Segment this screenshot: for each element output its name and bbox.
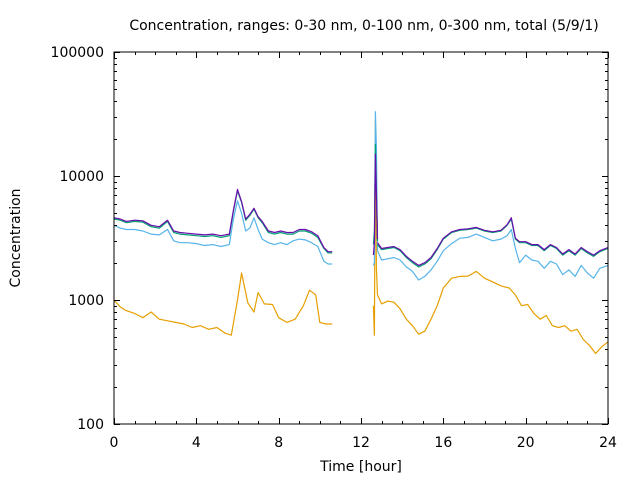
- axis-ticks: [114, 52, 609, 425]
- series-spike-total: [372, 153, 379, 256]
- chart-title: Concentration, ranges: 0-30 nm, 0-100 nm…: [129, 18, 598, 34]
- y-tick-labels: 100 1000 10000 100000: [51, 45, 104, 433]
- y-axis-label: Concentration: [8, 188, 24, 287]
- y-tick-label: 100000: [51, 45, 104, 61]
- plot-series: [113, 111, 609, 355]
- y-tick-label: 100: [77, 417, 104, 433]
- x-axis-label: Time [hour]: [319, 459, 402, 475]
- series-line-0-100-nm: [113, 200, 333, 265]
- x-tick-label: 8: [274, 435, 283, 451]
- plot-frame: [113, 51, 609, 425]
- series-line-0-100-nm-afternoon: [376, 228, 609, 281]
- x-tick-label: 4: [192, 435, 201, 451]
- x-tick-label: 24: [599, 435, 617, 451]
- series-line-0-30-nm: [113, 272, 333, 336]
- series-line-0-300-nm: [113, 190, 333, 254]
- x-tick-labels: 0 4 8 12 16 20 24: [110, 435, 617, 451]
- x-tick-label: 20: [517, 435, 535, 451]
- series-line-0-30-nm-afternoon: [376, 270, 609, 355]
- series-line-total-afternoon: [377, 217, 609, 266]
- y-tick-label: 1000: [68, 293, 104, 309]
- x-tick-label: 0: [110, 435, 119, 451]
- series-line-0-300-nm-afternoon: [377, 218, 609, 268]
- series-line-total: [113, 188, 333, 253]
- y-tick-label: 10000: [59, 169, 104, 185]
- x-tick-label: 16: [434, 435, 452, 451]
- x-tick-label: 12: [352, 435, 370, 451]
